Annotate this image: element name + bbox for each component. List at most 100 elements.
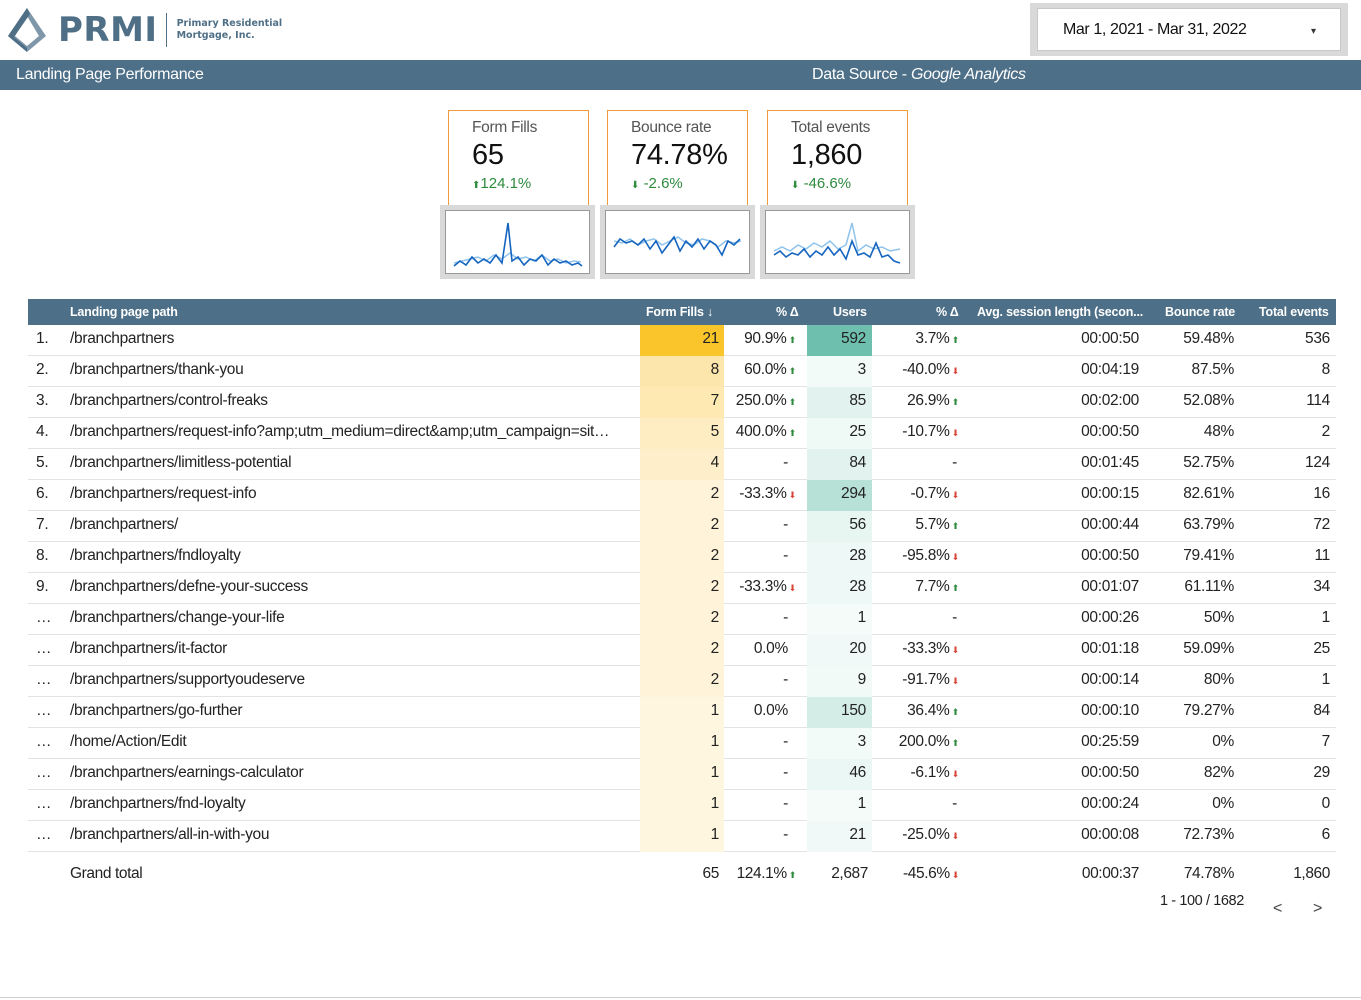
table-row[interactable]: … /home/Action/Edit 1 - 3 200.0% ⬆ 00:25:59 0% 7	[28, 728, 1336, 759]
bounce-rate-value: 59.48%	[1183, 330, 1234, 347]
table-row[interactable]: … /branchpartners/fnd-loyalty 1 - 1 - 00:00:24…	[28, 790, 1336, 821]
date-range-value: Mar 1, 2021 - Mar 31, 2022	[1063, 20, 1247, 38]
table-row[interactable]: 6. /branchpartners/request-info 2 -33.3% ⬇ 2…	[28, 480, 1336, 511]
arrow-up-icon: ⬆	[949, 397, 960, 407]
next-page-button[interactable]: >	[1313, 900, 1323, 917]
users-delta: -	[952, 454, 957, 472]
users-delta-value: -40.0%	[902, 361, 950, 378]
users-delta-value: -6.1%	[910, 764, 950, 781]
table-row[interactable]: 4. /branchpartners/request-info?amp;utm_m…	[28, 418, 1336, 449]
users-heat-cell	[807, 387, 872, 418]
landing-page-path[interactable]: /branchpartners/fndloyalty	[70, 547, 241, 564]
landing-page-path[interactable]: /branchpartners/defne-your-success	[70, 578, 308, 595]
footer-divider	[0, 997, 1361, 998]
form-fills-value: 1	[710, 795, 720, 812]
kpi-delta: ⬇ -2.6%	[631, 175, 747, 192]
col-header-avg-session[interactable]: Avg. session length (secon...	[977, 305, 1143, 319]
table-row[interactable]: 8. /branchpartners/fndloyalty 2 - 28 -95.8% ⬇…	[28, 542, 1336, 573]
kpi-card-total-events: Total events 1,860 ⬇ -46.6%	[767, 110, 908, 211]
landing-page-path[interactable]: /branchpartners/supportyoudeserve	[70, 671, 305, 688]
col-header-bounce-rate[interactable]: Bounce rate	[1165, 305, 1236, 319]
grand-total-fills-delta-value: 124.1%	[736, 865, 788, 882]
landing-page-path[interactable]: /branchpartners/go-further	[70, 702, 243, 719]
total-events-value: 8	[1321, 361, 1331, 378]
form-fills-heat-cell	[640, 387, 724, 418]
landing-page-path[interactable]: /branchpartners/all-in-with-you	[70, 826, 270, 843]
avg-session-value: 00:00:08	[1081, 826, 1139, 843]
row-index: 8.	[36, 547, 49, 564]
form-fills-delta-value: 0.0%	[753, 702, 788, 719]
users-heat-cell	[807, 542, 872, 573]
bounce-rate-value: 87.5%	[1191, 361, 1235, 378]
landing-page-path[interactable]: /branchpartners/control-freaks	[70, 392, 268, 409]
prmi-logo-icon	[8, 8, 46, 52]
col-header-users[interactable]: Users	[833, 305, 867, 319]
landing-page-path[interactable]: /branchpartners/fnd-loyalty	[70, 795, 246, 812]
landing-page-path[interactable]: /branchpartners	[70, 330, 175, 347]
row-index: …	[36, 671, 52, 688]
landing-page-path[interactable]: /branchpartners/change-your-life	[70, 609, 285, 626]
users-heat-cell	[807, 728, 872, 759]
users-delta: 36.4% ⬆	[907, 702, 959, 720]
arrow-down-icon: ⬇	[949, 831, 960, 841]
dropdown-arrow-icon[interactable]: ▾	[1310, 26, 1316, 37]
avg-session-value: 00:01:07	[1081, 578, 1139, 595]
table-row[interactable]: 1. /branchpartners 21 90.9% ⬆ 592 3.7% ⬆ 00:00…	[28, 325, 1336, 356]
table-row[interactable]: 7. /branchpartners/2 - 56 5.7% ⬆ 00:00:44 63.7…	[28, 511, 1336, 542]
row-index: 6.	[36, 485, 49, 502]
brand-divider	[165, 13, 167, 47]
table-row[interactable]: 5. /branchpartners/limitless-potential 4 - 8…	[28, 449, 1336, 480]
users-delta: -0.7% ⬇	[911, 485, 960, 503]
landing-page-path[interactable]: /branchpartners/it-factor	[70, 640, 228, 657]
bounce-rate-value: 0%	[1212, 733, 1234, 750]
row-index: …	[36, 702, 52, 719]
total-events-value: 1	[1321, 609, 1331, 626]
table-row[interactable]: … /branchpartners/change-your-life 2 - 1 - 00:…	[28, 604, 1336, 635]
col-header-total-events[interactable]: Total events	[1259, 305, 1329, 319]
landing-page-path[interactable]: /branchpartners/earnings-calculator	[70, 764, 304, 781]
form-fills-heat-cell	[640, 449, 724, 480]
row-index: …	[36, 733, 52, 750]
table-row[interactable]: 2. /branchpartners/thank-you 8 60.0% ⬆ 3 -40.…	[28, 356, 1336, 387]
users-heat-cell	[807, 697, 872, 728]
kpi-value: 74.78%	[631, 139, 728, 171]
date-range-picker[interactable]: Mar 1, 2021 - Mar 31, 2022 ▾	[1030, 3, 1348, 56]
landing-page-path[interactable]: /branchpartners/	[70, 516, 179, 533]
kpi-card-form-fills: Form Fills 65 ⬆124.1%	[448, 110, 589, 211]
table-row[interactable]: … /branchpartners/earnings-calculator 1 - 46…	[28, 759, 1336, 790]
form-fills-delta: -	[783, 764, 788, 782]
col-header-users-delta[interactable]: % Δ	[936, 305, 959, 319]
report-title-bar: Landing Page Performance Data Source - G…	[0, 60, 1361, 90]
date-range-field[interactable]: Mar 1, 2021 - Mar 31, 2022	[1037, 8, 1341, 51]
grand-total-bounce: 74.78%	[1183, 865, 1235, 882]
users-delta: -40.0% ⬇	[902, 361, 959, 379]
landing-page-path[interactable]: /branchpartners/limitless-potential	[70, 454, 292, 471]
table-row[interactable]: … /branchpartners/supportyoudeserve 2 - 9 -91…	[28, 666, 1336, 697]
form-fills-value: 2	[710, 671, 720, 688]
landing-page-path[interactable]: /branchpartners/request-info?amp;utm_med…	[70, 423, 610, 440]
kpi-delta-value: -46.6%	[803, 175, 852, 192]
form-fills-heat-cell	[640, 356, 724, 387]
form-fills-value: 2	[710, 547, 720, 564]
form-fills-delta: -33.3% ⬇	[739, 485, 796, 503]
landing-page-path[interactable]: /branchpartners/request-info	[70, 485, 257, 502]
users-heat-cell	[807, 759, 872, 790]
table-row[interactable]: … /branchpartners/go-further 1 0.0% 150 36.4%…	[28, 697, 1336, 728]
col-header-landing-page[interactable]: Landing page path	[70, 305, 178, 319]
landing-page-path[interactable]: /branchpartners/thank-you	[70, 361, 244, 378]
table-row[interactable]: 9. /branchpartners/defne-your-success 2 -33…	[28, 573, 1336, 604]
table-row[interactable]: … /branchpartners/it-factor 2 0.0% 20 -33.3% …	[28, 635, 1336, 666]
col-header-form-fills-delta[interactable]: % Δ	[776, 305, 799, 319]
users-delta-value: -	[952, 609, 957, 626]
grand-total-fills: 65	[702, 865, 720, 882]
form-fills-delta: -	[783, 733, 788, 751]
users-delta-value: 26.9%	[907, 392, 950, 409]
form-fills-delta-value: 250.0%	[735, 392, 787, 409]
total-events-value: 34	[1313, 578, 1330, 595]
col-header-form-fills[interactable]: Form Fills ↓	[646, 305, 714, 319]
prev-page-button[interactable]: <	[1273, 900, 1283, 917]
row-index: …	[36, 826, 52, 843]
table-row[interactable]: … /branchpartners/all-in-with-you 1 - 21 -25.…	[28, 821, 1336, 852]
table-row[interactable]: 3. /branchpartners/control-freaks 7 250.0% …	[28, 387, 1336, 418]
landing-page-path[interactable]: /home/Action/Edit	[70, 733, 187, 750]
